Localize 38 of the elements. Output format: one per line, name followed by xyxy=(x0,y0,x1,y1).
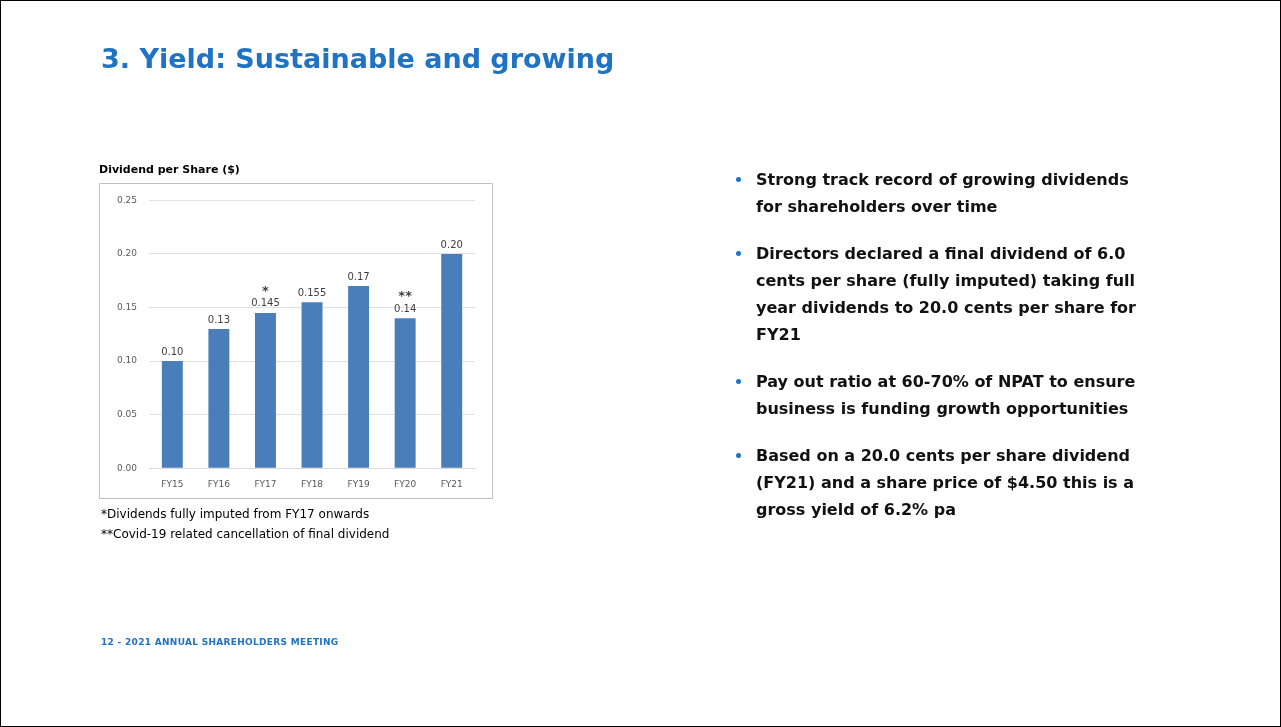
y-tick-label: 0.10 xyxy=(116,355,138,366)
data-label: 0.10 xyxy=(161,345,184,357)
y-tick-label: 0.05 xyxy=(116,408,138,419)
bar xyxy=(301,302,323,468)
x-tick-label: FY17 xyxy=(254,478,277,489)
y-axis-title: Dividend per Share ($) xyxy=(99,163,240,176)
y-tick-label: 0.15 xyxy=(116,301,138,312)
text: **Covid-19 related cancellation of final dividend xyxy=(101,526,390,543)
text: Based on a 20.0 cents per share dividend (FY21) and a share price of $4.50 this is a gross yield of 6.2% pa xyxy=(756,446,1135,519)
bar xyxy=(254,312,276,468)
y-tick-label: 0.00 xyxy=(116,462,138,473)
text: Strong track record of growing dividends for shareholders over time xyxy=(756,170,1129,216)
bar xyxy=(348,286,370,468)
annotation: * xyxy=(262,282,270,298)
data-label: 0.145 xyxy=(251,297,280,309)
text: 12 - 2021 ANNUAL SHAREHOLDERS MEETING xyxy=(101,637,339,647)
bar xyxy=(161,361,183,468)
bar xyxy=(394,318,416,468)
annotation: ** xyxy=(398,288,413,304)
x-tick-label: FY16 xyxy=(207,478,231,489)
text: Pay out ratio at 60-70% of NPAT to ensure business is funding growth opportunities xyxy=(756,372,1136,418)
data-label: 0.13 xyxy=(207,313,231,325)
x-tick-label: FY15 xyxy=(161,478,184,489)
text: Directors declared a final dividend of 6.0 cents per share (fully imputed) taking full year dividends to 20.0 cents per share for FY21 xyxy=(756,244,1136,344)
x-tick-label: FY21 xyxy=(440,478,463,489)
text: *Dividends fully imputed from FY17 onwards xyxy=(101,506,371,523)
bar xyxy=(208,328,230,468)
data-label: 0.155 xyxy=(297,286,327,298)
data-label: 0.17 xyxy=(347,270,370,282)
data-label: 0.20 xyxy=(440,238,463,250)
y-tick-label: 0.20 xyxy=(116,248,138,259)
x-tick-label: FY20 xyxy=(394,478,417,489)
x-tick-label: FY19 xyxy=(347,478,370,489)
y-tick-label: 0.25 xyxy=(116,194,138,205)
bar xyxy=(441,253,463,468)
data-label: 0.14 xyxy=(394,302,417,314)
x-tick-label: FY18 xyxy=(300,478,324,489)
chart-title: 3. Yield: Sustainable and growing xyxy=(101,43,615,74)
